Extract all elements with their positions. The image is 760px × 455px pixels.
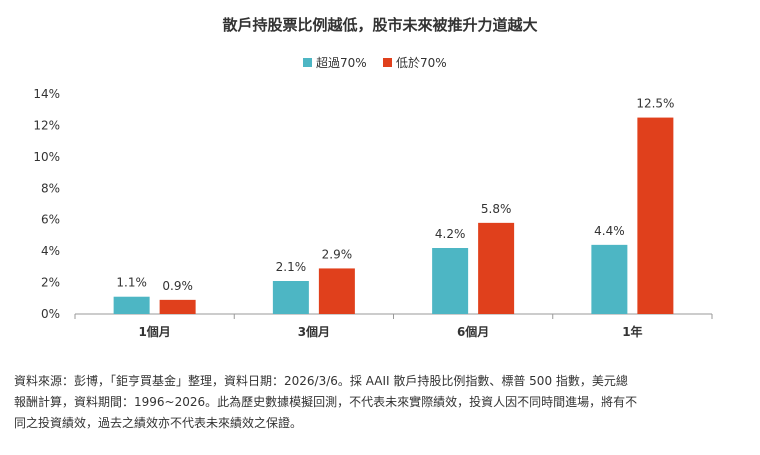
data-label: 1.1% — [116, 276, 147, 290]
bar — [591, 244, 628, 314]
data-label: 0.9% — [162, 279, 193, 293]
bar — [637, 117, 674, 314]
data-label: 5.8% — [481, 202, 512, 216]
bar — [159, 299, 196, 314]
data-label: 2.1% — [276, 260, 307, 274]
y-tick-label: 14% — [33, 87, 60, 101]
chart-title: 散戶持股票比例越低，股市未來被推升力道越大 — [222, 16, 538, 34]
legend-swatch — [383, 58, 392, 67]
y-tick-label: 12% — [33, 118, 60, 132]
x-category-label: 6個月 — [457, 324, 489, 339]
data-label: 12.5% — [636, 97, 674, 111]
footnote-line-3: 同之投資績效，過去之績效亦不代表未來績效之保證。 — [14, 416, 303, 430]
legend-label: 超過70% — [316, 55, 367, 70]
footnote-line-1: 資料來源：彭博，「鉅亨買基金」整理，資料日期：2026/3/6。採 AAII 散… — [14, 374, 628, 388]
bar — [318, 268, 355, 314]
bar — [432, 248, 469, 314]
footnote-line-2: 報酬計算，資料期間：1996~2026。此為歷史數據模擬回測，不代表未來實際績效… — [14, 395, 638, 409]
y-tick-label: 6% — [41, 213, 60, 227]
legend-label: 低於70% — [396, 55, 447, 70]
x-category-label: 1年 — [622, 324, 642, 339]
data-label: 2.9% — [322, 247, 353, 261]
data-label: 4.4% — [594, 224, 625, 238]
y-tick-label: 8% — [41, 181, 60, 195]
footnote: 資料來源：彭博，「鉅亨買基金」整理，資料日期：2026/3/6。採 AAII 散… — [14, 371, 750, 434]
bar-chart: 0% 2% 4% 6% 8% 10% 12% 14% 1個月 1.1% 0.9% 3個月 2.1% 2.9… — [33, 55, 713, 339]
y-tick-label: 0% — [41, 307, 60, 321]
x-category-label: 1個月 — [138, 324, 170, 339]
data-label: 4.2% — [435, 227, 466, 241]
bar — [272, 281, 309, 314]
y-tick-label: 4% — [41, 244, 60, 258]
x-category-label: 3個月 — [298, 324, 330, 339]
y-tick-label: 2% — [41, 276, 60, 290]
bar — [478, 222, 515, 314]
legend-swatch — [303, 58, 312, 67]
y-tick-label: 10% — [33, 150, 60, 164]
bar — [113, 296, 150, 314]
